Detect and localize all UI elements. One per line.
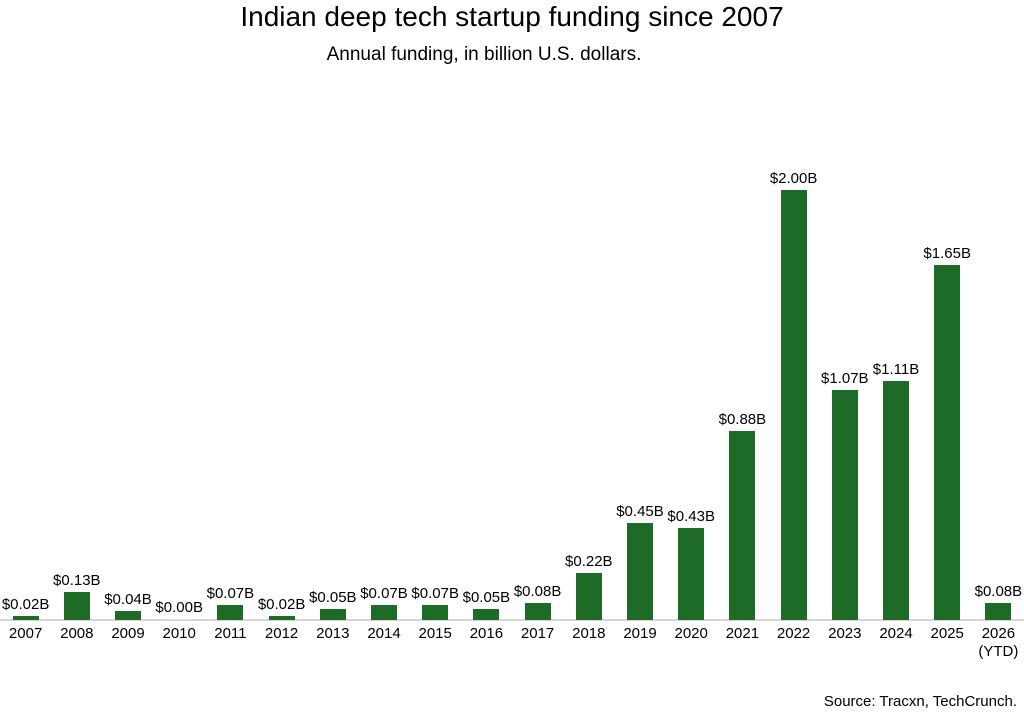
bar-value-label: $0.05B [462, 589, 511, 606]
x-tick-label: 2022 [759, 625, 829, 643]
chart-subtitle: Annual funding, in billion U.S. dollars. [326, 44, 642, 65]
x-tick-label-line: 2008 [60, 625, 94, 642]
x-tick-label-line: 2021 [725, 625, 760, 642]
bar-value-label: $1.65B [923, 245, 971, 262]
x-tick-label-line: 2018 [572, 625, 606, 642]
bar-value-label: $0.02B [1, 596, 50, 613]
bar-2008 [63, 592, 90, 620]
bar-2026-ytd- [985, 603, 1012, 620]
x-tick-label-line: 2023 [828, 625, 862, 642]
x-tick-label: 2014 [349, 625, 419, 643]
x-tick-label-line: 2010 [162, 625, 196, 642]
bar-value-label: $0.02B [257, 596, 306, 613]
x-tick-label-line: 2020 [674, 625, 708, 642]
bar-value-label: $0.07B [206, 585, 255, 602]
x-tick-label: 2025 [912, 625, 982, 643]
x-axis-line [0, 619, 1024, 621]
x-tick-label-line: 2014 [367, 625, 401, 642]
bar-value-label: $1.11B [872, 361, 920, 378]
x-tick-label: 2017 [503, 625, 573, 643]
x-tick-label-line: 2025 [930, 625, 964, 642]
bar-2020 [678, 528, 705, 620]
bar-2018 [575, 573, 602, 620]
x-tick-label-line: 2019 [623, 625, 657, 642]
bar-value-label: $0.07B [411, 585, 459, 602]
x-tick-label: 2019 [605, 625, 675, 643]
x-tick-label: 2016 [451, 625, 521, 643]
x-tick-label-line: 2016 [469, 625, 504, 642]
x-tick-label: 2018 [554, 625, 624, 643]
bar-value-label: $0.88B [718, 411, 767, 428]
x-tick-label-line: 2026 [981, 625, 1016, 642]
x-tick-label: 2020 [656, 625, 726, 643]
x-tick-label-line: (YTD) [978, 643, 1019, 660]
x-tick-label: 2026 (YTD) [963, 625, 1024, 661]
bar-2025 [934, 265, 961, 620]
x-tick-label-line: 2017 [520, 625, 555, 642]
x-tick-label-line: 2007 [8, 625, 43, 642]
bar-value-label: $0.05B [309, 589, 357, 606]
bar-2021 [729, 431, 756, 620]
x-tick-label: 2010 [144, 625, 214, 643]
x-tick-label: 2008 [42, 625, 112, 643]
x-tick-label: 2013 [298, 625, 368, 643]
x-tick-label-line: 2022 [776, 625, 811, 642]
bar-2016 [473, 609, 500, 620]
x-tick-label-line: 2011 [214, 625, 247, 642]
bar-2010 [166, 618, 193, 620]
bar-2009 [115, 611, 141, 620]
x-tick-label-line: 2015 [418, 625, 452, 642]
bar-2024 [883, 381, 909, 620]
bar-2017 [524, 603, 551, 620]
x-tick-label: 2024 [861, 625, 931, 643]
x-tick-label: 2011 [195, 625, 265, 643]
chart-title: Indian deep tech startup funding since 2… [240, 1, 784, 32]
x-tick-label: 2015 [400, 625, 470, 643]
x-tick-label: 2009 [93, 625, 163, 643]
bar-2019 [627, 523, 653, 620]
bar-value-label: $0.13B [53, 572, 101, 589]
bar-value-label: $0.08B [513, 583, 562, 600]
bar-value-label: $0.04B [104, 591, 152, 608]
bar-value-label: $0.45B [616, 503, 664, 520]
x-tick-label-line: 2024 [879, 625, 913, 642]
bar-value-label: $0.22B [565, 553, 613, 570]
bar-value-label: $2.00B [769, 170, 818, 187]
bar-2023 [831, 390, 858, 620]
x-tick-label-line: 2013 [316, 625, 350, 642]
source-note: Source: Tracxn, TechCrunch. [823, 693, 1017, 710]
bar-2014 [371, 605, 397, 620]
x-tick-label: 2021 [707, 625, 777, 643]
x-tick-label: 2012 [247, 625, 317, 643]
bar-2022 [780, 190, 807, 620]
bar-2015 [422, 605, 449, 620]
bar-2012 [268, 616, 295, 620]
x-tick-label: 2023 [810, 625, 880, 643]
bar-value-label: $0.43B [667, 508, 715, 525]
x-tick-label: 2007 [0, 625, 61, 643]
x-tick-label-line: 2012 [264, 625, 299, 642]
bar-2007 [12, 616, 39, 620]
x-tick-label-line: 2009 [111, 625, 145, 642]
bar-value-label: $0.07B [360, 585, 408, 602]
bar-2013 [319, 609, 346, 620]
bar-value-label: $0.08B [974, 583, 1023, 600]
bar-value-label: $0.00B [155, 598, 203, 616]
bar-2011 [217, 605, 244, 620]
bar-value-label: $1.07B [821, 370, 869, 387]
